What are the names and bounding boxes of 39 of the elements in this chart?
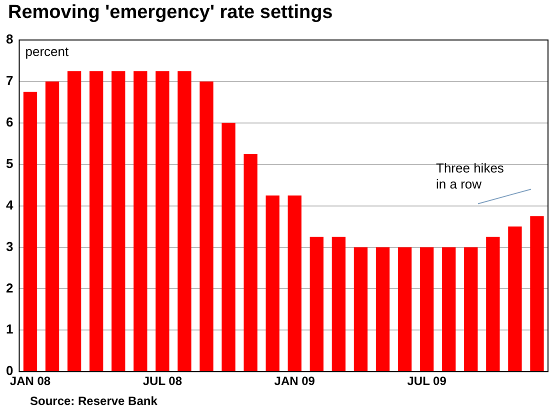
bar [464, 247, 478, 372]
x-tick-label: JAN 09 [274, 374, 316, 388]
bar [156, 71, 170, 372]
bar [90, 71, 104, 372]
y-tick-label: 7 [6, 73, 14, 88]
bar [310, 236, 324, 372]
bar [178, 71, 192, 372]
y-tick-label: 4 [6, 197, 14, 212]
bar [112, 71, 126, 372]
bar [45, 81, 60, 372]
bar [420, 247, 434, 372]
bar [222, 122, 236, 372]
bar [266, 195, 280, 372]
bar [398, 247, 412, 372]
bar [288, 195, 302, 372]
y-tick-label: 8 [6, 32, 14, 47]
source-note: Source: Reserve Bank [30, 394, 158, 408]
x-tick-label: JUL 09 [407, 374, 447, 388]
bar [530, 216, 544, 372]
bar [332, 236, 346, 372]
bar [442, 247, 456, 372]
bar [23, 92, 38, 372]
y-tick-label: 5 [6, 156, 14, 171]
bar [508, 226, 522, 372]
bar [134, 71, 148, 372]
bar [200, 81, 214, 372]
annotation: Three hikes in a row [436, 160, 504, 192]
y-tick-label: 1 [6, 322, 14, 337]
bar [354, 247, 368, 372]
x-tick-label: JUL 08 [142, 374, 182, 388]
y-tick-label: 6 [6, 114, 14, 130]
chart-title: Removing 'emergency' rate settings [8, 2, 333, 24]
bar [376, 247, 390, 372]
y-axis-title: percent [25, 44, 69, 60]
bar [67, 71, 82, 372]
bar [486, 236, 500, 372]
y-tick-label: 3 [6, 238, 14, 254]
y-tick-label: 2 [6, 280, 14, 296]
bar [244, 154, 258, 372]
